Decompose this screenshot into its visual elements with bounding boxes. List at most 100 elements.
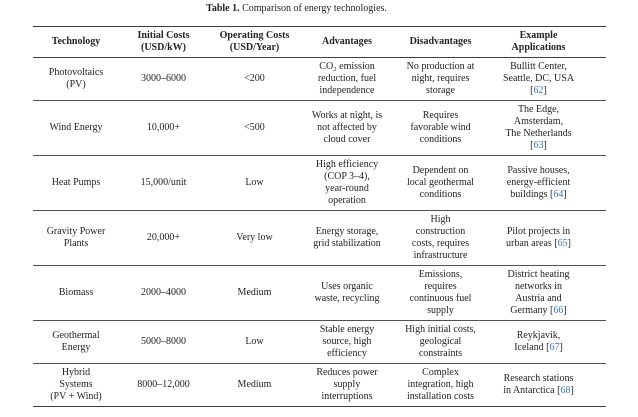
- cell-technology: Hybrid Systems (PV + Wind): [33, 364, 119, 407]
- disadvantages-text: Emissions, requires continuous fuel supp…: [409, 269, 472, 316]
- table-caption: Table 1. Comparison of energy technologi…: [10, 0, 583, 15]
- table-row-wind-energy: Wind Energy 10,000+ <500 Works at night,…: [33, 101, 606, 156]
- application-text: Pilot projects in urban areas: [506, 226, 571, 249]
- header-advantages-label: Advantages: [321, 36, 372, 47]
- citation-number: 68: [560, 385, 571, 396]
- header-technology: Technology: [33, 27, 119, 58]
- citation-open-bracket: [: [546, 342, 550, 353]
- operating-costs-text: Medium: [237, 379, 272, 390]
- cell-technology: Gravity Power Plants: [33, 211, 119, 266]
- cell-operating-costs: <500: [208, 101, 301, 156]
- operating-costs-text: Low: [245, 177, 264, 188]
- operating-costs-text: Low: [245, 336, 264, 347]
- cell-application: Reykjavik, Iceland [67]: [488, 321, 606, 364]
- cell-initial-costs: 20,000+: [119, 211, 208, 266]
- cell-application: Bullitt Center, Seattle, DC, USA [62]: [488, 58, 606, 101]
- cell-operating-costs: <200: [208, 58, 301, 101]
- cell-technology: Biomass: [33, 266, 119, 321]
- disadvantages-text: High construction costs, requires infras…: [411, 214, 470, 261]
- header-disadvantages-label: Disadvantages: [409, 36, 472, 47]
- cell-advantages: High efficiency (COP 3–4), year-round op…: [301, 156, 393, 211]
- citation-close-bracket: ]: [570, 385, 574, 396]
- header-operating-costs: Operating Costs (USD/Year): [208, 27, 301, 58]
- initial-costs-text: 3000–6000: [141, 73, 186, 84]
- initial-costs-text: 2000–4000: [141, 287, 186, 298]
- header-example-applications: Example Applications: [488, 27, 606, 58]
- cell-initial-costs: 5000–8000: [119, 321, 208, 364]
- technology-text: Wind Energy: [49, 122, 103, 133]
- header-initial-costs-label: Initial Costs (USD/kW): [137, 30, 190, 53]
- header-advantages: Advantages: [301, 27, 393, 58]
- citation-close-bracket: ]: [563, 189, 567, 200]
- citation-link[interactable]: [62]: [530, 85, 547, 96]
- table-caption-label: Table 1.: [206, 3, 240, 14]
- cell-initial-costs: 2000–4000: [119, 266, 208, 321]
- cell-advantages: Uses organic waste, recycling: [301, 266, 393, 321]
- cell-application: Research stations in Antarctica [68]: [488, 364, 606, 407]
- application-text: Passive houses, energy-efficient buildin…: [506, 165, 571, 200]
- header-technology-label: Technology: [51, 36, 101, 47]
- citation-open-bracket: [: [550, 189, 554, 200]
- cell-disadvantages: Requires favorable wind conditions: [393, 101, 488, 156]
- citation-open-bracket: [: [530, 140, 534, 151]
- initial-costs-text: 20,000+: [146, 232, 181, 243]
- initial-costs-text: 5000–8000: [141, 336, 186, 347]
- application-text: Bullitt Center, Seattle, DC, USA: [502, 61, 575, 84]
- cell-initial-costs: 10,000+: [119, 101, 208, 156]
- citation-number: 62: [533, 85, 544, 96]
- cell-disadvantages: Dependent on local geothermal conditions: [393, 156, 488, 211]
- cell-advantages: Stable energy source, high efficiency: [301, 321, 393, 364]
- cell-technology: Heat Pumps: [33, 156, 119, 211]
- citation-close-bracket: ]: [563, 305, 567, 316]
- citation-close-bracket: ]: [543, 85, 547, 96]
- application-text: Research stations in Antarctica: [503, 373, 574, 396]
- initial-costs-text: 10,000+: [146, 122, 181, 133]
- citation-link[interactable]: [63]: [530, 140, 547, 151]
- table-row-gravity-power-plants: Gravity Power Plants 20,000+ Very low En…: [33, 211, 606, 266]
- citation-link[interactable]: [65]: [554, 238, 571, 249]
- application-text: The Edge, Amsterdam, The Netherlands: [505, 104, 572, 139]
- citation-number: 64: [553, 189, 564, 200]
- advantages-text: Uses organic waste, recycling: [314, 281, 380, 304]
- cell-operating-costs: Low: [208, 156, 301, 211]
- citation-link[interactable]: [64]: [550, 189, 567, 200]
- cell-application: Pilot projects in urban areas [65]: [488, 211, 606, 266]
- citation-link[interactable]: [67]: [546, 342, 563, 353]
- initial-costs-text: 15,000/unit: [140, 177, 187, 188]
- advantages-text: CO₂ emission reduction, fuel independenc…: [317, 61, 377, 96]
- disadvantages-text: High initial costs, geological constrain…: [405, 324, 476, 359]
- table-row-geothermal-energy: Geothermal Energy 5000–8000 Low Stable e…: [33, 321, 606, 364]
- disadvantages-text: No production at night, requires storage: [406, 61, 475, 96]
- citation-number: 66: [553, 305, 564, 316]
- operating-costs-text: <500: [244, 122, 265, 133]
- advantages-text: High efficiency (COP 3–4), year-round op…: [315, 159, 379, 206]
- operating-costs-text: Medium: [237, 287, 272, 298]
- energy-comparison-table: Technology Initial Costs (USD/kW) Operat…: [33, 26, 606, 407]
- header-initial-costs: Initial Costs (USD/kW): [119, 27, 208, 58]
- cell-advantages: CO₂ emission reduction, fuel independenc…: [301, 58, 393, 101]
- disadvantages-text: Complex integration, high installation c…: [407, 367, 474, 402]
- table-caption-text: Comparison of energy technologies.: [239, 3, 387, 14]
- citation-number: 67: [549, 342, 560, 353]
- citation-open-bracket: [: [554, 238, 558, 249]
- disadvantages-text: Dependent on local geothermal conditions: [407, 165, 474, 200]
- citation-close-bracket: ]: [559, 342, 563, 353]
- cell-disadvantages: High initial costs, geological constrain…: [393, 321, 488, 364]
- citation-close-bracket: ]: [567, 238, 571, 249]
- operating-costs-text: <200: [244, 73, 265, 84]
- header-disadvantages: Disadvantages: [393, 27, 488, 58]
- citation-link[interactable]: [68]: [557, 385, 574, 396]
- header-operating-costs-label: Operating Costs (USD/Year): [219, 30, 290, 53]
- header-example-applications-label: Example Applications: [511, 30, 566, 53]
- technology-text: Heat Pumps: [51, 177, 101, 188]
- technology-text: Biomass: [58, 287, 94, 298]
- table-row-photovoltaics: Photovoltaics (PV) 3000–6000 <200 CO₂ em…: [33, 58, 606, 101]
- cell-operating-costs: Low: [208, 321, 301, 364]
- cell-initial-costs: 8000–12,000: [119, 364, 208, 407]
- cell-disadvantages: Emissions, requires continuous fuel supp…: [393, 266, 488, 321]
- citation-link[interactable]: [66]: [550, 305, 567, 316]
- cell-technology: Photovoltaics (PV): [33, 58, 119, 101]
- cell-initial-costs: 3000–6000: [119, 58, 208, 101]
- application-text: Reykjavik, Iceland: [514, 330, 561, 353]
